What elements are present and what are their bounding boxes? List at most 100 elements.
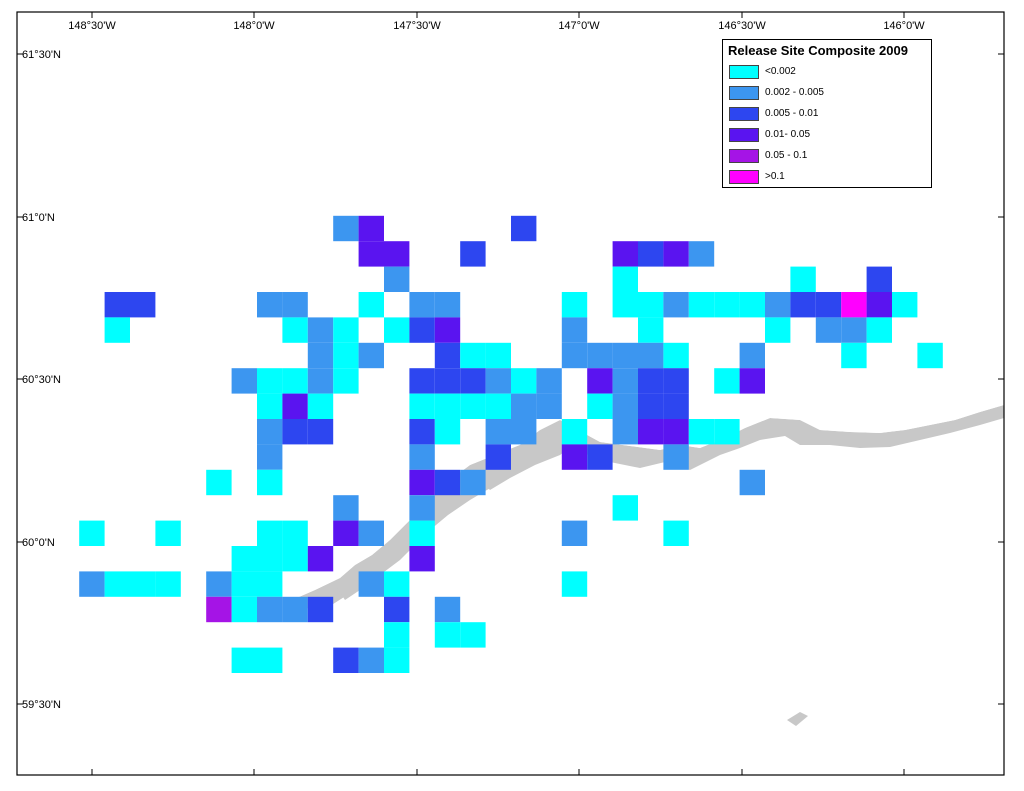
grid-cell [155, 571, 181, 597]
grid-cell [536, 368, 562, 394]
grid-cell [384, 596, 410, 623]
grid-cell [663, 342, 689, 369]
grid-cell [739, 469, 765, 496]
water-fjord-5 [640, 190, 700, 220]
grid-cell [663, 368, 689, 394]
grid-cell [688, 419, 715, 445]
grid-cell [866, 292, 892, 318]
grid-cell [485, 419, 511, 445]
grid-cell [663, 444, 689, 470]
grid-cell [434, 342, 461, 369]
grid-cell [714, 419, 740, 445]
grid-cell [384, 317, 410, 343]
grid-cell [663, 241, 689, 267]
grid-cell [536, 393, 562, 419]
grid-cell [434, 469, 461, 496]
grid-cell [511, 368, 537, 394]
grid-cell [231, 596, 257, 623]
grid-cell [485, 368, 511, 394]
grid-cell [638, 317, 664, 343]
grid-cell [561, 342, 588, 369]
grid-cell [257, 596, 283, 623]
latitude-label: 60°0'N [22, 537, 55, 549]
grid-cell [231, 571, 257, 597]
longitude-label: 147°30'W [393, 20, 441, 32]
grid-cell [307, 393, 334, 419]
grid-cell [384, 241, 410, 267]
grid-cell [206, 469, 232, 496]
grid-cell [257, 444, 283, 470]
grid-cell [282, 292, 308, 318]
grid-cell [282, 419, 308, 445]
grid-cell [587, 393, 613, 419]
grid-cell [638, 393, 664, 419]
legend-swatch [729, 170, 759, 184]
longitude-label: 146°0'W [883, 20, 925, 32]
grid-cell [307, 419, 334, 445]
grid-cell [434, 317, 461, 343]
grid-cell [612, 368, 638, 394]
grid-cell [460, 469, 486, 496]
grid-cell [333, 317, 359, 343]
water-fjord-2 [40, 235, 110, 262]
grid-cell [841, 292, 867, 318]
grid-cell [587, 368, 613, 394]
grid-cell [663, 520, 689, 546]
grid-cell [409, 495, 435, 521]
legend-label: 0.05 - 0.1 [765, 150, 808, 161]
grid-cell [282, 546, 308, 572]
grid-cell [587, 444, 613, 470]
grid-cell [688, 241, 715, 267]
grid-cell [434, 368, 461, 394]
grid-cell [561, 419, 588, 445]
grid-cell [358, 342, 384, 369]
grid-cell [257, 520, 283, 546]
grid-cell [739, 368, 765, 394]
grid-cell [409, 317, 435, 343]
legend-item: 0.01- 0.05 [729, 127, 929, 143]
legend-label: >0.1 [765, 171, 785, 182]
grid-cell [155, 520, 181, 546]
grid-cell [206, 571, 232, 597]
grid-cell [892, 292, 918, 318]
grid-cell [307, 368, 334, 394]
grid-cell [130, 571, 156, 597]
grid-cell [460, 393, 486, 419]
grid-cell [307, 342, 334, 369]
water-fjord-6 [300, 125, 330, 170]
grid-cell [257, 469, 283, 496]
grid-cell [561, 444, 588, 470]
grid-cell [358, 292, 384, 318]
grid-cell [790, 292, 816, 318]
grid-cell [104, 571, 130, 597]
grid-cell [358, 241, 384, 267]
grid-cell [485, 444, 511, 470]
grid-cell [511, 393, 537, 419]
grid-cell [485, 393, 511, 419]
grid-cell [409, 520, 435, 546]
grid-cell [765, 317, 791, 343]
legend-item: 0.05 - 0.1 [729, 148, 929, 164]
legend-swatch [729, 86, 759, 100]
grid-cell [739, 342, 765, 369]
grid-cell [307, 596, 334, 623]
grid-cell [612, 342, 638, 369]
grid-cell [561, 317, 588, 343]
grid-cell [409, 546, 435, 572]
grid-cell [231, 546, 257, 572]
grid-cell [333, 368, 359, 394]
grid-cell [511, 215, 537, 242]
grid-cell [282, 393, 308, 419]
grid-cell [333, 520, 359, 546]
grid-cell [841, 342, 867, 369]
latitude-label: 61°0'N [22, 212, 55, 224]
grid-cell [612, 266, 638, 292]
grid-cell [384, 647, 410, 673]
grid-cell [409, 368, 435, 394]
legend-item: >0.1 [729, 169, 929, 185]
grid-cell [663, 419, 689, 445]
grid-cell [511, 419, 537, 445]
grid-cell [917, 342, 943, 369]
